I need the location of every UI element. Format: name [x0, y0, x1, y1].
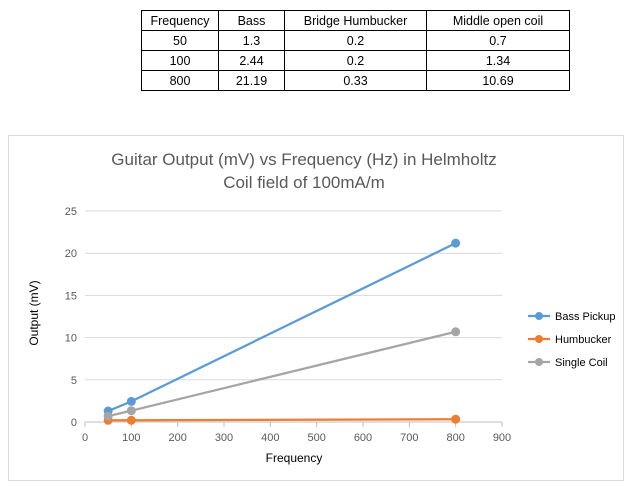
table-cell: 50 — [141, 30, 219, 51]
table-cell: 0.7 — [426, 30, 570, 51]
table-cell: 2.44 — [218, 50, 285, 71]
y-axis-title: Output (mV) — [27, 280, 41, 345]
series-line-2 — [107, 330, 456, 418]
legend-label-0: Bass Pickup — [555, 311, 616, 323]
x-tick-label: 100 — [122, 432, 140, 444]
table-cell: 0.2 — [284, 30, 427, 51]
y-tick-label: 10 — [65, 333, 77, 345]
x-tick-label: 300 — [215, 432, 233, 444]
x-tick-label: 800 — [446, 432, 464, 444]
table-cell: 10.69 — [426, 70, 570, 91]
legend-marker-0 — [535, 312, 543, 320]
table-cell: 0.33 — [284, 70, 427, 91]
x-tick-label: 400 — [261, 432, 279, 444]
series-line-0 — [107, 242, 457, 413]
header-bass: Bass — [218, 10, 285, 31]
table-cell: 1.34 — [426, 50, 570, 71]
y-tick-label: 0 — [71, 417, 77, 429]
legend-marker-2 — [535, 358, 543, 366]
chart-area: Guitar Output (mV) vs Frequency (Hz) in … — [8, 135, 624, 481]
series-line-1 — [108, 418, 456, 422]
x-tick-label: 200 — [168, 432, 186, 444]
legend-label-2: Single Coil — [555, 357, 608, 369]
chart-svg: Guitar Output (mV) vs Frequency (Hz) in … — [27, 150, 616, 465]
legend-marker-1 — [535, 335, 543, 343]
x-tick-label: 0 — [82, 432, 88, 444]
table-row: 100 2.44 0.2 1.34 — [141, 50, 570, 71]
table-row: 50 1.3 0.2 0.7 — [141, 30, 570, 51]
header-middle-open-coil: Middle open coil — [426, 10, 570, 31]
y-tick-label: 15 — [65, 290, 77, 302]
table-cell: 0.2 — [284, 50, 427, 71]
table-cell: 100 — [141, 50, 219, 71]
header-bridge-humbucker: Bridge Humbucker — [284, 10, 427, 31]
x-tick-label: 900 — [493, 432, 511, 444]
data-point — [126, 396, 136, 406]
y-tick-label: 20 — [65, 248, 77, 260]
chart-title-line-1: Guitar Output (mV) vs Frequency (Hz) in … — [111, 150, 496, 169]
chart-title-line-2: Coil field of 100mA/m — [223, 173, 385, 192]
data-table: Frequency Bass Bridge Humbucker Middle o… — [141, 10, 570, 91]
x-tick-label: 500 — [307, 432, 325, 444]
data-point — [451, 238, 461, 248]
x-axis-title: Frequency — [266, 451, 323, 465]
x-tick-label: 700 — [400, 432, 418, 444]
table-cell: 800 — [141, 70, 219, 91]
y-tick-label: 25 — [65, 206, 77, 218]
table-row: 800 21.19 0.33 10.69 — [141, 70, 570, 91]
data-point — [451, 327, 461, 337]
table-cell: 1.3 — [218, 30, 285, 51]
data-point — [126, 415, 136, 425]
table-cell: 21.19 — [218, 70, 285, 91]
legend-label-1: Humbucker — [555, 334, 612, 346]
table-header-row: Frequency Bass Bridge Humbucker Middle o… — [141, 10, 570, 31]
y-tick-label: 5 — [71, 375, 77, 387]
data-point — [103, 411, 113, 421]
data-point — [126, 406, 136, 416]
data-point — [451, 414, 461, 424]
x-tick-label: 600 — [354, 432, 372, 444]
header-frequency: Frequency — [141, 10, 219, 31]
